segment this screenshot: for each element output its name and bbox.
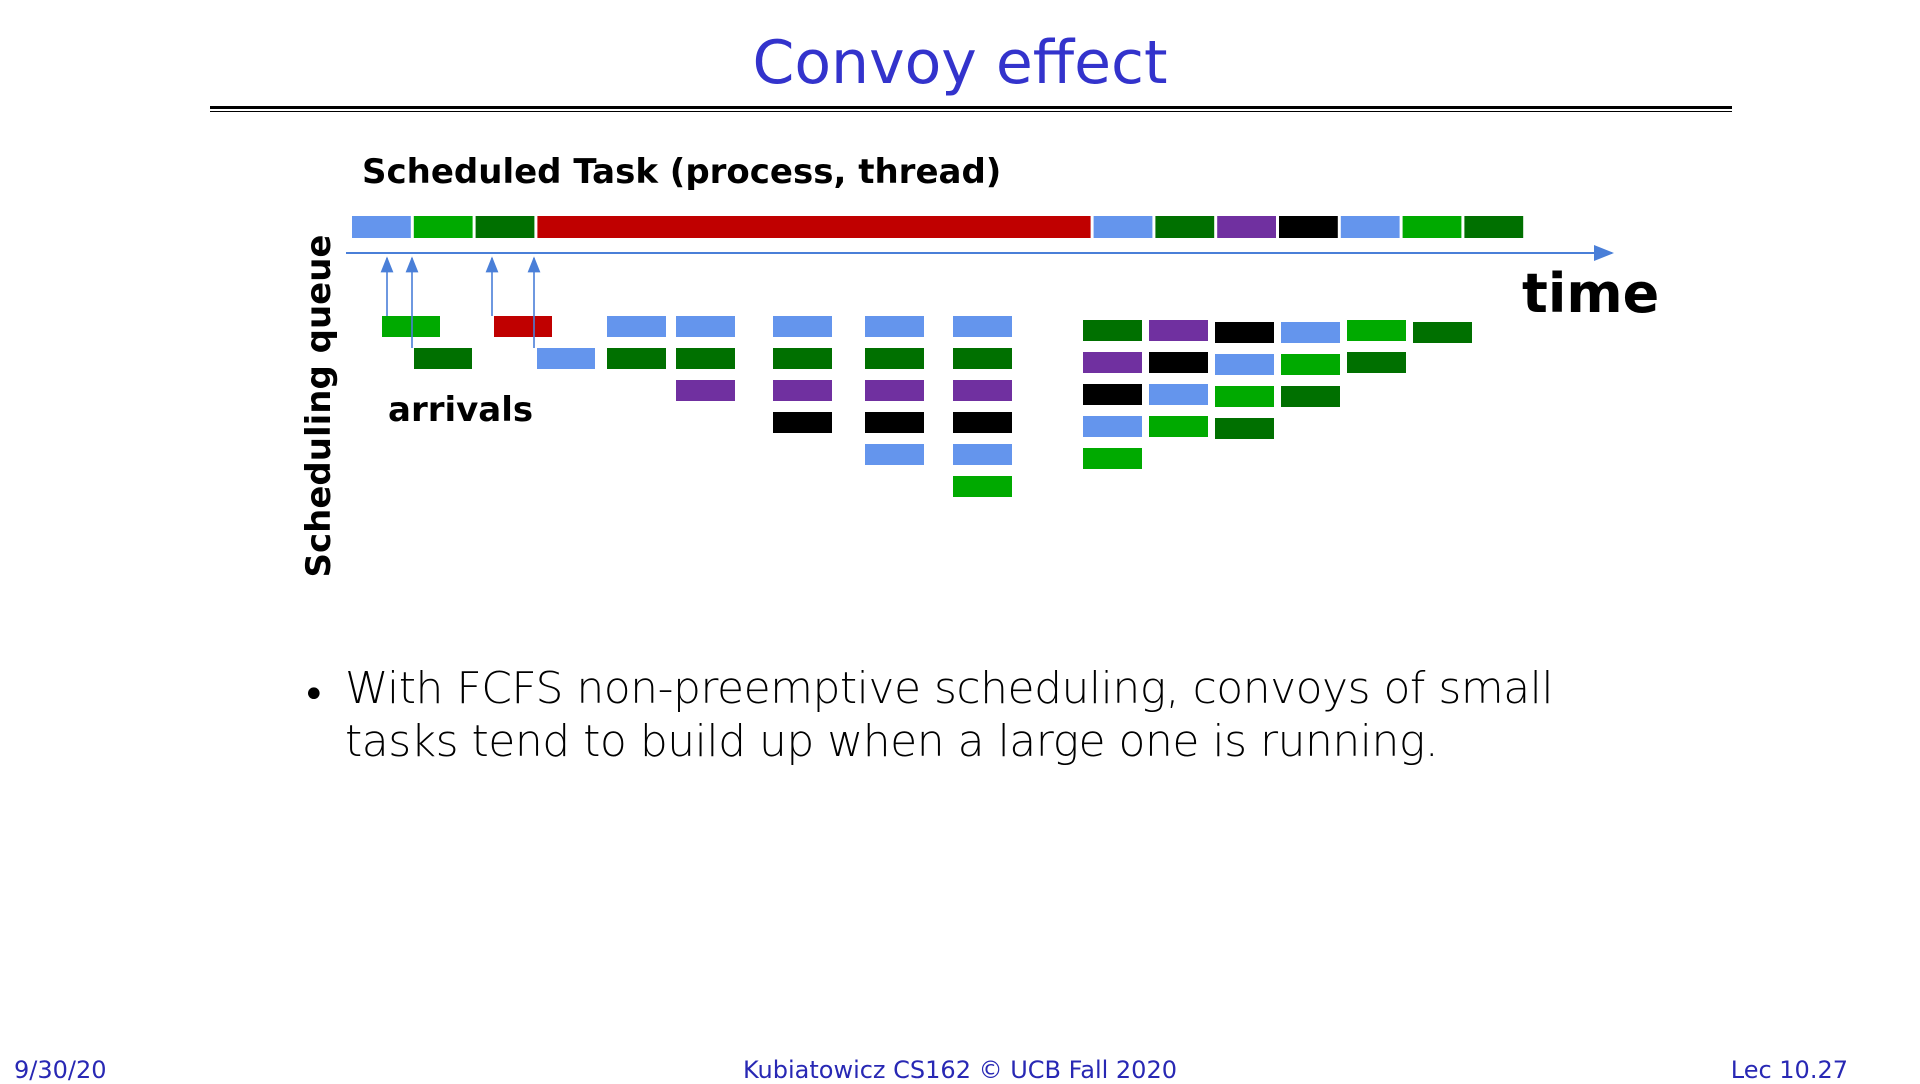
arrival-task-0 bbox=[382, 316, 440, 337]
footer-lecture: Lec 10.27 bbox=[1730, 1056, 1848, 1084]
scheduled-task-6 bbox=[1217, 216, 1276, 238]
queue-task-7-2 bbox=[1215, 386, 1274, 407]
queue-task-6-3 bbox=[1149, 416, 1208, 437]
queue-task-4-3 bbox=[953, 412, 1012, 433]
queue-task-4-5 bbox=[953, 476, 1012, 497]
queue-task-9-0 bbox=[1347, 320, 1406, 341]
queue-task-6-0 bbox=[1149, 320, 1208, 341]
footer-course: Kubiatowicz CS162 © UCB Fall 2020 bbox=[742, 1056, 1177, 1084]
time-axis-label: time bbox=[1522, 262, 1660, 325]
scheduled-task-label: Scheduled Task (process, thread) bbox=[362, 152, 1002, 192]
arrival-task-2 bbox=[494, 316, 552, 337]
queue-task-5-0 bbox=[1083, 320, 1142, 341]
queue-task-0-0 bbox=[607, 316, 666, 337]
scheduled-task-8 bbox=[1340, 216, 1400, 238]
queue-task-2-0 bbox=[773, 316, 832, 337]
queue-task-3-3 bbox=[865, 412, 924, 433]
title-rule-thick bbox=[210, 106, 1732, 109]
queue-task-9-1 bbox=[1347, 352, 1406, 373]
queue-task-7-3 bbox=[1215, 418, 1274, 439]
footer-date: 9/30/20 bbox=[14, 1056, 107, 1084]
queue-task-8-1 bbox=[1281, 354, 1340, 375]
queue-task-2-3 bbox=[773, 412, 832, 433]
bullet-text: With FCFS non-preemptive scheduling, con… bbox=[345, 663, 1554, 767]
queue-task-2-1 bbox=[773, 348, 832, 369]
scheduled-task-2 bbox=[475, 216, 535, 238]
queue-task-8-0 bbox=[1281, 322, 1340, 343]
queue-task-5-3 bbox=[1083, 416, 1142, 437]
queue-task-8-2 bbox=[1281, 386, 1340, 407]
scheduled-task-0 bbox=[352, 216, 411, 238]
queue-task-4-1 bbox=[953, 348, 1012, 369]
queue-task-2-2 bbox=[773, 380, 832, 401]
bullet-marker: • bbox=[302, 672, 326, 718]
scheduled-task-1 bbox=[413, 216, 473, 238]
scheduled-task-5 bbox=[1155, 216, 1215, 238]
queue-task-1-0 bbox=[676, 316, 735, 337]
queue-task-1-1 bbox=[676, 348, 735, 369]
slide-title: Convoy effect bbox=[752, 28, 1168, 98]
arrival-task-3 bbox=[537, 348, 595, 369]
queue-task-4-4 bbox=[953, 444, 1012, 465]
scheduled-task-7 bbox=[1279, 216, 1338, 238]
title-rule-thin bbox=[210, 111, 1732, 112]
queue-task-3-2 bbox=[865, 380, 924, 401]
queue-task-7-1 bbox=[1215, 354, 1274, 375]
scheduled-task-4 bbox=[1093, 216, 1153, 238]
queue-task-4-0 bbox=[953, 316, 1012, 337]
queue-task-4-2 bbox=[953, 380, 1012, 401]
scheduled-task-9 bbox=[1402, 216, 1462, 238]
queue-task-10-0 bbox=[1413, 322, 1472, 343]
queue-task-5-2 bbox=[1083, 384, 1142, 405]
queue-task-1-2 bbox=[676, 380, 735, 401]
queue-task-0-1 bbox=[607, 348, 666, 369]
queue-task-6-2 bbox=[1149, 384, 1208, 405]
arrival-task-1 bbox=[414, 348, 472, 369]
queue-task-6-1 bbox=[1149, 352, 1208, 373]
queue-task-7-0 bbox=[1215, 322, 1274, 343]
queue-task-5-4 bbox=[1083, 448, 1142, 469]
scheduled-task-3 bbox=[537, 216, 1091, 238]
scheduled-task-10 bbox=[1464, 216, 1524, 238]
arrivals-label: arrivals bbox=[388, 390, 534, 430]
queue-task-3-0 bbox=[865, 316, 924, 337]
queue-task-3-1 bbox=[865, 348, 924, 369]
queue-task-5-1 bbox=[1083, 352, 1142, 373]
queue-task-3-4 bbox=[865, 444, 924, 465]
